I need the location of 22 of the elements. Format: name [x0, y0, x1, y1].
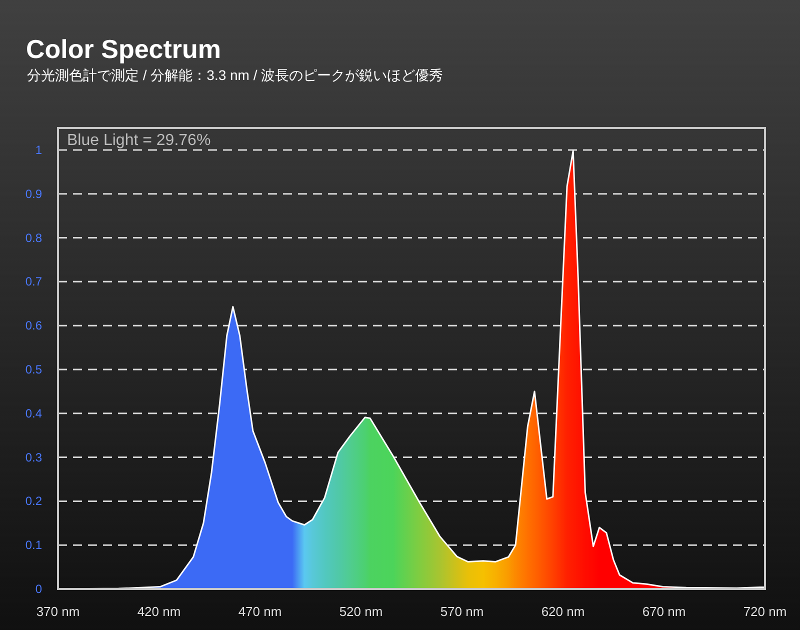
y-tick-label: 0.7	[25, 274, 42, 289]
x-tick-label: 520 nm	[339, 604, 383, 619]
y-tick-label: 0.8	[25, 230, 42, 245]
chart-title: Color Spectrum	[26, 34, 222, 64]
y-tick-label: 0.3	[25, 450, 42, 464]
y-tick-label: 1	[35, 142, 42, 157]
x-tick-label: 370 nm	[36, 604, 80, 619]
x-tick-label: 620 nm	[541, 604, 585, 619]
x-tick-label: 570 nm	[440, 604, 484, 619]
y-tick-label: 0.9	[25, 186, 42, 201]
y-tick-label: 0.2	[25, 494, 42, 508]
annotation: Blue Light = 29.76%	[67, 132, 211, 149]
chart-subtitle: 分光測色計で測定 / 分解能：3.3 nm / 波長のピークが鋭いほど優秀	[27, 67, 444, 83]
x-tick-label: 420 nm	[137, 604, 181, 619]
y-tick-label: 0.1	[25, 538, 42, 552]
y-tick-label: 0.4	[25, 406, 42, 420]
y-tick-label: 0.6	[25, 318, 42, 333]
x-tick-label: 670 nm	[642, 604, 686, 619]
y-tick-label: 0	[35, 582, 42, 596]
x-tick-label: 720 nm	[743, 604, 787, 619]
x-tick-label: 470 nm	[238, 604, 282, 619]
y-tick-label: 0.5	[25, 362, 42, 376]
